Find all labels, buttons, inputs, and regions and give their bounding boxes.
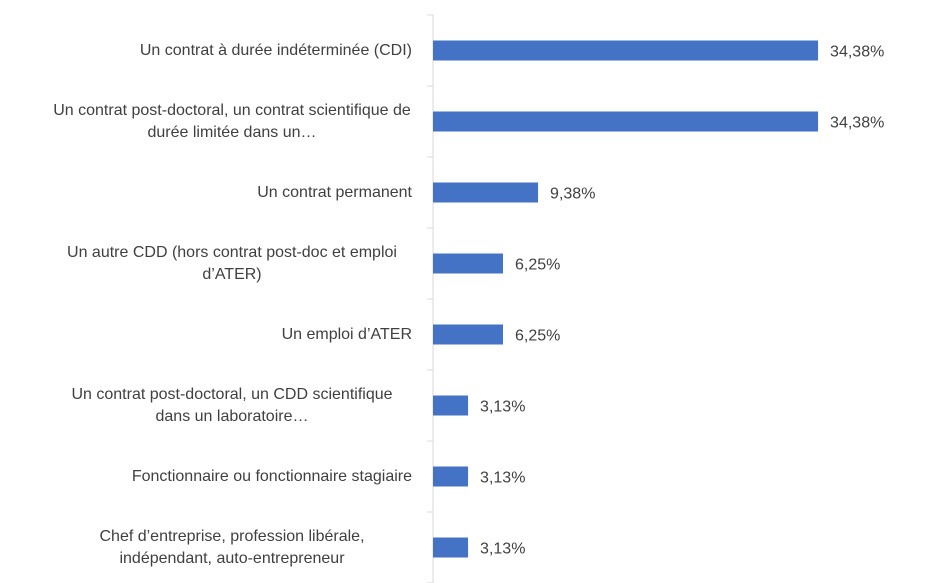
category-label: Un contrat à durée indéterminée (CDI) — [139, 41, 412, 59]
value-label: 3,13% — [480, 541, 525, 558]
bar — [433, 253, 503, 274]
value-label: 9,38% — [550, 186, 595, 203]
bar — [433, 40, 819, 61]
bar — [433, 466, 469, 487]
bar — [433, 537, 469, 558]
category-label-box: Un contrat post-doctoral, un CDD scienti… — [52, 370, 412, 441]
category-label-box: Un contrat post-doctoral, un contrat sci… — [52, 86, 412, 157]
category-label-box: Chef d’entreprise, profession libérale, … — [52, 512, 412, 583]
category-label: Un emploi d’ATER — [281, 325, 412, 343]
value-label: 34,38% — [830, 44, 884, 61]
bar — [433, 111, 819, 132]
category-label: Chef d’entreprise, profession libérale, … — [99, 527, 365, 567]
value-label: 3,13% — [480, 399, 525, 416]
category-label-box: Un contrat permanent — [257, 157, 412, 228]
category-label: Un contrat permanent — [257, 183, 412, 201]
value-label: 3,13% — [480, 470, 525, 487]
value-label: 34,38% — [830, 115, 884, 132]
category-label-box: Un autre CDD (hors contrat post-doc et e… — [52, 228, 412, 299]
category-label: Un contrat post-doctoral, un contrat sci… — [53, 101, 411, 141]
value-label: 6,25% — [515, 257, 560, 274]
category-label-box: Un contrat à durée indéterminée (CDI) — [140, 15, 412, 86]
value-label: 6,25% — [515, 328, 560, 345]
category-label-box: Fonctionnaire ou fonctionnaire stagiaire — [132, 441, 412, 512]
bar — [433, 182, 539, 203]
bar — [433, 395, 469, 416]
category-label: Fonctionnaire ou fonctionnaire stagiaire — [131, 467, 412, 485]
category-label: Un contrat post-doctoral, un CDD scienti… — [71, 385, 393, 425]
category-label: Un autre CDD (hors contrat post-doc et e… — [67, 243, 397, 283]
bar — [433, 324, 503, 345]
category-label-box: Un emploi d’ATER — [282, 299, 412, 370]
